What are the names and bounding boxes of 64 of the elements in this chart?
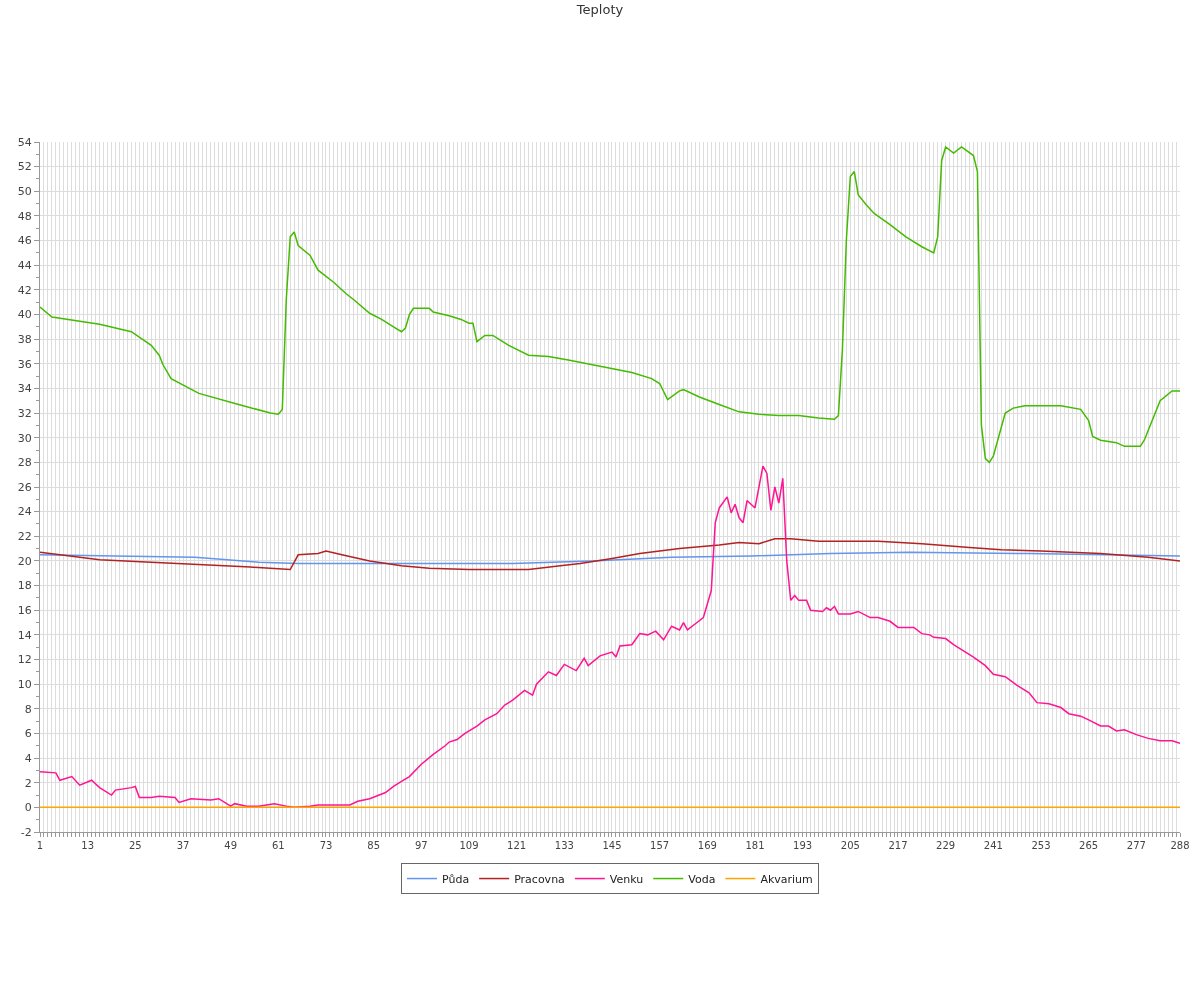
chart-title: Teploty — [575, 2, 624, 18]
line-series — [40, 146, 1180, 464]
y-tick-label: 14 — [17, 628, 32, 642]
y-tick-label: 52 — [17, 160, 32, 174]
y-tick-label: 26 — [17, 480, 32, 494]
x-tick-label: 85 — [367, 840, 381, 851]
x-tick-label: 277 — [1126, 840, 1146, 851]
line-series — [40, 551, 1180, 565]
x-tick-label: 193 — [793, 840, 813, 851]
y-tick-label: 6 — [24, 727, 32, 741]
x-tick-label: 229 — [936, 840, 956, 851]
y-tick-label: 28 — [17, 456, 32, 470]
x-tick-label: 169 — [697, 840, 717, 851]
x-tick-label: 1 — [36, 840, 44, 851]
x-tick-label: 37 — [176, 840, 190, 851]
x-tick-label: 73 — [319, 840, 333, 851]
x-tick-label: 253 — [1031, 840, 1051, 851]
y-tick-label: 32 — [17, 406, 32, 420]
x-tick-label: 288 — [1170, 840, 1190, 851]
line-series — [40, 465, 1180, 809]
x-tick-label: 97 — [414, 840, 428, 851]
x-tick-label: 133 — [554, 840, 574, 851]
y-tick-label: 0 — [24, 801, 32, 815]
x-tick-label: 181 — [745, 840, 765, 851]
x-tick-label: 145 — [602, 840, 622, 851]
y-tick-label: 12 — [17, 653, 32, 667]
legend-label: Pracovna — [514, 872, 565, 886]
y-tick-label: 34 — [17, 382, 32, 396]
y-tick-label: 24 — [17, 505, 32, 519]
y-tick-label: 2 — [24, 776, 32, 790]
y-tick-label: 4 — [24, 751, 32, 765]
legend-label: Voda — [688, 872, 716, 886]
legend-label: Akvarium — [760, 872, 813, 886]
y-tick-label: 46 — [17, 234, 32, 248]
x-tick-label: 121 — [507, 840, 527, 851]
y-tick-label: 54 — [17, 135, 32, 149]
y-tick-label: -2 — [20, 825, 32, 839]
y-tick-label: 30 — [17, 431, 32, 445]
x-tick-label: 49 — [224, 840, 238, 851]
y-tick-label: 48 — [17, 209, 32, 223]
x-tick-label: 157 — [650, 840, 670, 851]
y-tick-label: 38 — [17, 332, 32, 346]
legend-label: Venku — [609, 872, 644, 886]
y-tick-label: 10 — [17, 677, 32, 691]
x-tick-label: 61 — [271, 840, 285, 851]
y-tick-label: 8 — [24, 702, 32, 716]
x-tick-label: 217 — [888, 840, 908, 851]
y-tick-label: 42 — [17, 283, 32, 297]
legend-label: Půda — [442, 872, 470, 886]
x-tick-label: 265 — [1079, 840, 1099, 851]
x-tick-label: 13 — [81, 840, 95, 851]
y-tick-label: 22 — [17, 530, 32, 544]
x-tick-label: 205 — [840, 840, 860, 851]
x-tick-label: 109 — [459, 840, 479, 851]
x-tick-label: 25 — [128, 840, 142, 851]
y-tick-label: 40 — [17, 308, 32, 322]
y-tick-label: 44 — [17, 259, 32, 273]
y-tick-label: 18 — [17, 579, 32, 593]
y-tick-label: 36 — [17, 357, 32, 371]
y-tick-label: 50 — [17, 185, 32, 199]
x-tick-label: 241 — [983, 840, 1003, 851]
line-series — [40, 538, 1180, 571]
y-tick-label: 20 — [17, 554, 32, 568]
y-tick-label: 16 — [17, 604, 32, 618]
